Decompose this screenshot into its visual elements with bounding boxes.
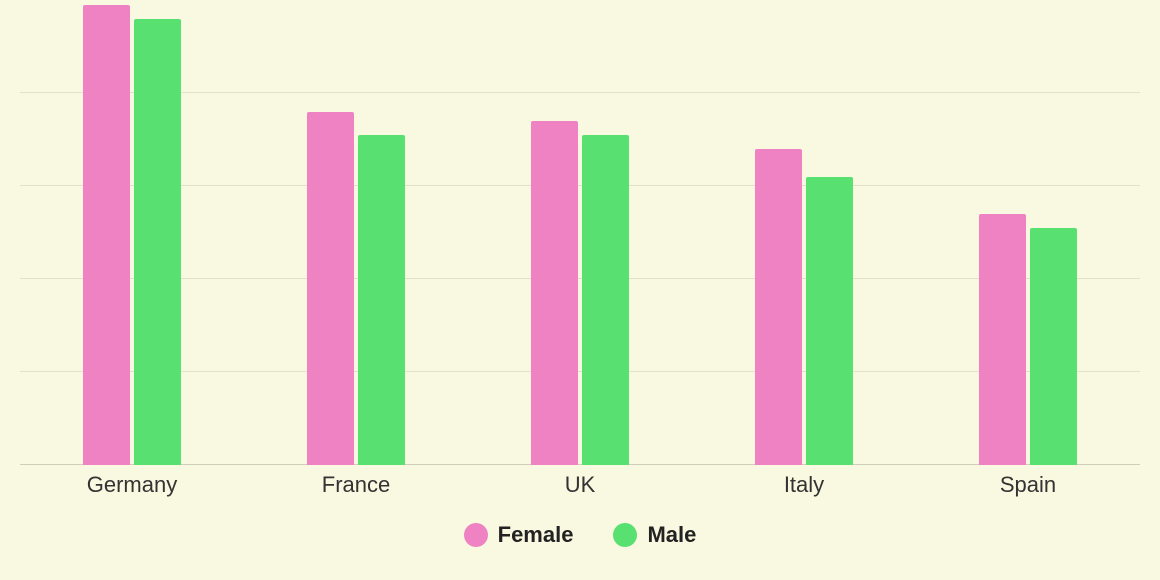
bar-female	[83, 5, 130, 465]
bar-male	[358, 135, 405, 465]
bar-group	[692, 0, 916, 465]
legend-swatch-male	[613, 523, 637, 547]
bar-male	[582, 135, 629, 465]
x-axis-label: France	[244, 472, 468, 498]
x-axis-label: Italy	[692, 472, 916, 498]
bar-group	[916, 0, 1140, 465]
bar-group	[468, 0, 692, 465]
bar-female	[531, 121, 578, 465]
legend-swatch-female	[464, 523, 488, 547]
bar-chart: GermanyFranceUKItalySpain Female Male	[0, 0, 1160, 580]
bar-female	[755, 149, 802, 465]
legend-label-male: Male	[647, 522, 696, 548]
legend: Female Male	[0, 522, 1160, 548]
x-axis-labels: GermanyFranceUKItalySpain	[20, 472, 1140, 498]
legend-item-female: Female	[464, 522, 574, 548]
bar-male	[1030, 228, 1077, 465]
legend-label-female: Female	[498, 522, 574, 548]
legend-item-male: Male	[613, 522, 696, 548]
x-axis-label: UK	[468, 472, 692, 498]
bar-female	[979, 214, 1026, 465]
bar-male	[134, 19, 181, 465]
bar-male	[806, 177, 853, 465]
x-axis-label: Spain	[916, 472, 1140, 498]
x-axis-label: Germany	[20, 472, 244, 498]
bar-group	[20, 0, 244, 465]
bar-group	[244, 0, 468, 465]
bar-groups	[20, 0, 1140, 465]
bar-female	[307, 112, 354, 465]
